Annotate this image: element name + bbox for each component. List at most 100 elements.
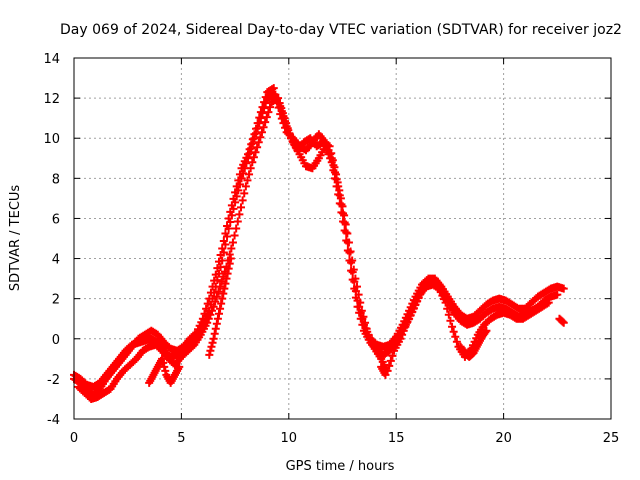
data-point (330, 174, 339, 183)
data-point (228, 238, 237, 247)
data-point (243, 154, 252, 163)
data-point (351, 274, 360, 283)
data-point (218, 294, 227, 303)
data-point (245, 170, 254, 179)
data-point (227, 211, 236, 220)
data-point (222, 274, 231, 283)
data-point (356, 298, 365, 307)
gridlines (74, 58, 611, 419)
data-point (220, 284, 229, 293)
data-point (274, 94, 283, 103)
data-point (232, 192, 241, 201)
data-point (452, 337, 461, 346)
data-point (243, 176, 252, 185)
data-point (203, 318, 212, 327)
data-point (334, 190, 343, 199)
data-point (212, 292, 221, 301)
data-point (204, 314, 213, 323)
data-point (245, 149, 254, 158)
y-tick-label: 10 (43, 132, 60, 147)
y-tick-label: 14 (43, 52, 60, 67)
y-tick-label: -2 (47, 373, 60, 388)
y-axis-ticks: -4 -2 0 2 4 6 8 10 12 14 (43, 52, 611, 428)
data-point (225, 250, 234, 259)
data-point (252, 129, 261, 138)
data-point (224, 224, 233, 233)
data-point (208, 338, 217, 347)
data-point (253, 124, 262, 133)
data-point (248, 139, 257, 148)
data-point (348, 256, 357, 265)
data-point (352, 282, 361, 291)
data-point (349, 265, 358, 274)
data-point (361, 318, 370, 327)
data-point (444, 310, 453, 319)
data-point (262, 113, 271, 122)
data-point (255, 119, 264, 128)
data-point (443, 304, 452, 313)
data-point (441, 298, 450, 307)
data-point (158, 354, 167, 363)
y-tick-label: 2 (52, 293, 60, 308)
data-point (208, 306, 217, 315)
y-tick-label: 6 (52, 212, 60, 227)
data-point (216, 282, 225, 291)
plot-frame (73, 57, 612, 420)
data-point (481, 328, 490, 337)
data-point (218, 244, 227, 253)
data-point (544, 298, 553, 307)
data-point (330, 163, 339, 172)
data-point (207, 342, 216, 351)
data-point (283, 124, 292, 133)
data-point (328, 156, 337, 165)
data-point (232, 224, 241, 233)
data-point (559, 284, 568, 293)
data-point (210, 288, 219, 297)
data-point (285, 129, 294, 138)
data-point (256, 114, 265, 123)
data-point (159, 358, 168, 367)
data-point (235, 180, 244, 189)
data-point (388, 351, 397, 360)
data-point (344, 238, 353, 247)
data-point (257, 128, 266, 137)
data-point (247, 144, 256, 153)
data-point (332, 170, 341, 179)
x-tick-label: 20 (495, 431, 512, 446)
data-point (216, 304, 225, 313)
x-tick-label: 0 (70, 431, 78, 446)
data-point (338, 202, 347, 211)
data-point (226, 254, 235, 263)
x-tick-label: 5 (177, 431, 185, 446)
data-point (206, 346, 215, 355)
data-point (401, 322, 410, 331)
data-point (214, 269, 223, 278)
y-tick-label: -4 (47, 413, 60, 428)
data-point (258, 109, 267, 118)
data-point (212, 319, 221, 328)
data-point (275, 99, 284, 108)
data-points (70, 84, 568, 403)
data-point (353, 302, 362, 311)
data-point (482, 326, 491, 335)
x-axis-ticks: 0 5 10 15 20 25 (70, 58, 619, 446)
data-point (254, 138, 263, 147)
data-point (214, 287, 223, 296)
y-tick-label: 8 (52, 172, 60, 187)
y-tick-label: 12 (43, 92, 60, 107)
data-point (230, 231, 239, 240)
data-point (324, 141, 333, 150)
x-tick-label: 10 (281, 431, 298, 446)
x-tick-label: 15 (388, 431, 405, 446)
data-point (246, 164, 255, 173)
data-point (225, 259, 234, 268)
data-point (160, 362, 169, 371)
x-tick-label: 25 (603, 431, 620, 446)
data-point (398, 330, 407, 339)
data-point (259, 123, 268, 132)
data-point (336, 194, 345, 203)
data-point (237, 174, 246, 183)
data-point (386, 356, 395, 365)
data-point (175, 362, 184, 371)
